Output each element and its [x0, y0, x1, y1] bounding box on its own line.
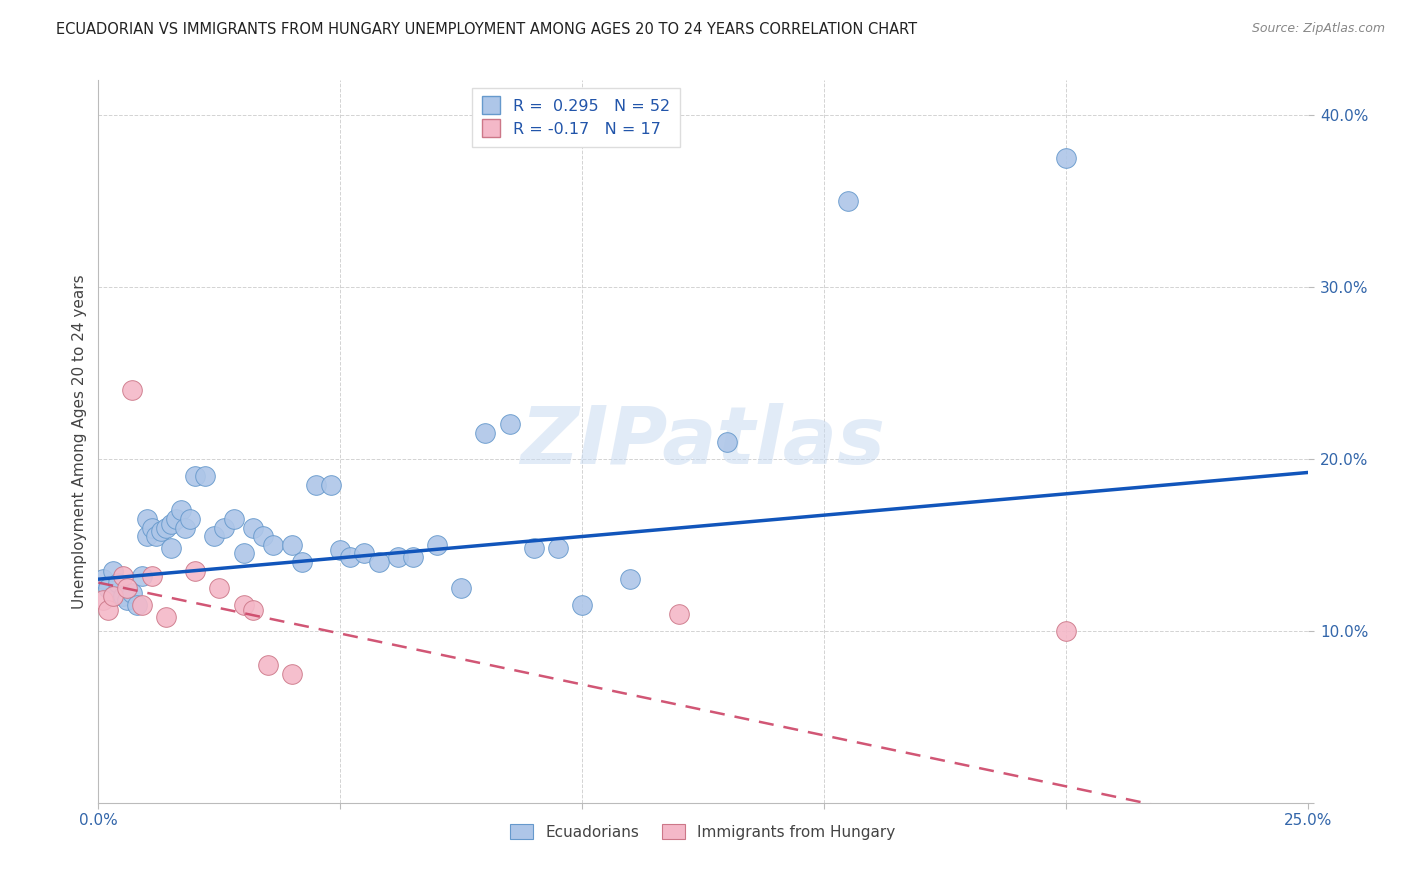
Point — [242, 520, 264, 534]
Point — [121, 586, 143, 600]
Point — [368, 555, 391, 569]
Text: Source: ZipAtlas.com: Source: ZipAtlas.com — [1251, 22, 1385, 36]
Point — [232, 546, 254, 560]
Point — [135, 529, 157, 543]
Point — [141, 520, 163, 534]
Point — [131, 568, 153, 582]
Point — [498, 417, 520, 432]
Point — [281, 538, 304, 552]
Point — [91, 572, 114, 586]
Point — [117, 581, 139, 595]
Point — [208, 581, 231, 595]
Point — [127, 598, 149, 612]
Point — [155, 520, 177, 534]
Point — [141, 568, 163, 582]
Point — [319, 477, 342, 491]
Point — [474, 425, 496, 440]
Point — [160, 541, 183, 556]
Point — [329, 542, 352, 557]
Point — [571, 598, 593, 612]
Point — [135, 512, 157, 526]
Point — [387, 549, 409, 564]
Point — [281, 666, 304, 681]
Point — [179, 512, 201, 526]
Point — [450, 581, 472, 595]
Point — [169, 503, 191, 517]
Point — [150, 524, 173, 538]
Point — [121, 383, 143, 397]
Point — [101, 564, 124, 578]
Point — [716, 434, 738, 449]
Point — [184, 469, 207, 483]
Point — [101, 590, 124, 604]
Point — [222, 512, 245, 526]
Point — [131, 598, 153, 612]
Point — [837, 194, 859, 208]
Point — [242, 603, 264, 617]
Point — [305, 477, 328, 491]
Point — [204, 529, 226, 543]
Point — [290, 555, 312, 569]
Point — [668, 607, 690, 621]
Point — [97, 581, 120, 595]
Point — [184, 564, 207, 578]
Point — [256, 658, 278, 673]
Point — [426, 538, 449, 552]
Point — [91, 592, 114, 607]
Point — [101, 590, 124, 604]
Point — [160, 517, 183, 532]
Point — [165, 512, 187, 526]
Point — [145, 529, 167, 543]
Point — [174, 520, 197, 534]
Point — [194, 469, 217, 483]
Y-axis label: Unemployment Among Ages 20 to 24 years: Unemployment Among Ages 20 to 24 years — [72, 274, 87, 609]
Text: ZIPatlas: ZIPatlas — [520, 402, 886, 481]
Legend: Ecuadorians, Immigrants from Hungary: Ecuadorians, Immigrants from Hungary — [505, 818, 901, 846]
Point — [262, 538, 284, 552]
Point — [1054, 624, 1077, 638]
Point — [155, 610, 177, 624]
Point — [619, 572, 641, 586]
Point — [402, 549, 425, 564]
Point — [1054, 151, 1077, 165]
Point — [523, 541, 546, 556]
Point — [111, 568, 134, 582]
Point — [212, 520, 235, 534]
Point — [111, 590, 134, 604]
Point — [232, 598, 254, 612]
Point — [97, 603, 120, 617]
Point — [107, 575, 129, 590]
Point — [252, 529, 274, 543]
Point — [547, 541, 569, 556]
Text: ECUADORIAN VS IMMIGRANTS FROM HUNGARY UNEMPLOYMENT AMONG AGES 20 TO 24 YEARS COR: ECUADORIAN VS IMMIGRANTS FROM HUNGARY UN… — [56, 22, 917, 37]
Point — [339, 549, 361, 564]
Point — [117, 592, 139, 607]
Point — [353, 546, 375, 560]
